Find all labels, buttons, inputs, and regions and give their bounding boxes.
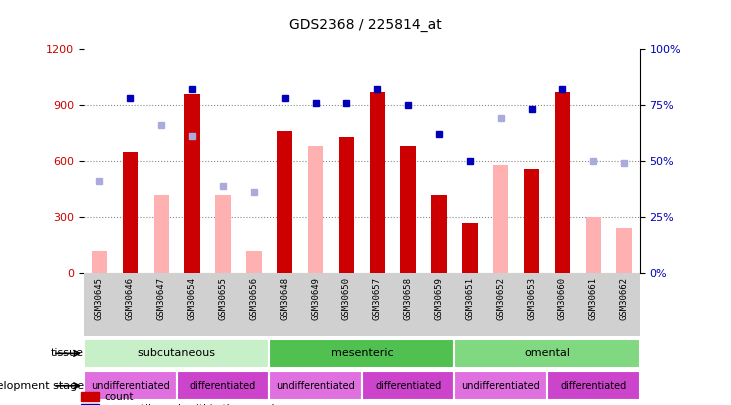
Text: GSM30646: GSM30646 (126, 277, 135, 320)
Bar (362, 371, 455, 400)
Text: GSM30649: GSM30649 (311, 277, 320, 320)
Text: GSM30657: GSM30657 (373, 277, 382, 320)
Text: development stage: development stage (0, 381, 84, 391)
Bar (431, 195, 447, 273)
Text: GSM30658: GSM30658 (404, 277, 412, 320)
Text: GSM30653: GSM30653 (527, 277, 536, 320)
Text: tissue: tissue (51, 348, 84, 358)
Bar (81, 404, 99, 405)
Bar (215, 195, 231, 273)
Bar (269, 371, 362, 400)
Bar (92, 251, 107, 273)
Bar (401, 146, 416, 273)
Bar (524, 169, 539, 273)
Text: GSM30660: GSM30660 (558, 277, 567, 320)
Text: GSM30647: GSM30647 (156, 277, 166, 320)
Bar (547, 371, 640, 400)
Bar (338, 136, 354, 273)
Text: differentiated: differentiated (190, 381, 256, 391)
Text: GSM30654: GSM30654 (188, 277, 197, 320)
Text: differentiated: differentiated (560, 381, 626, 391)
Text: differentiated: differentiated (375, 381, 442, 391)
Text: undifferentiated: undifferentiated (91, 381, 170, 391)
Text: GDS2368 / 225814_at: GDS2368 / 225814_at (289, 18, 442, 32)
Bar (462, 223, 477, 273)
Bar (555, 92, 570, 273)
Text: subcutaneous: subcutaneous (137, 348, 216, 358)
Text: GSM30656: GSM30656 (249, 277, 258, 320)
Text: GSM30645: GSM30645 (95, 277, 104, 320)
Bar (184, 94, 200, 273)
Bar (177, 371, 269, 400)
Bar (370, 92, 385, 273)
Text: GSM30652: GSM30652 (496, 277, 505, 320)
Bar (586, 217, 601, 273)
Text: GSM30661: GSM30661 (589, 277, 598, 320)
Bar (455, 339, 640, 368)
Text: GSM30662: GSM30662 (620, 277, 629, 320)
Text: percentile rank within the sample: percentile rank within the sample (105, 404, 281, 405)
Bar (455, 371, 547, 400)
Text: undifferentiated: undifferentiated (276, 381, 355, 391)
Bar (616, 228, 632, 273)
Text: count: count (105, 392, 134, 402)
Text: mesenteric: mesenteric (330, 348, 393, 358)
Text: GSM30651: GSM30651 (466, 277, 474, 320)
Bar (308, 146, 323, 273)
Bar (269, 339, 455, 368)
Bar (493, 165, 509, 273)
Bar (84, 371, 177, 400)
Bar (123, 151, 138, 273)
Bar (81, 392, 99, 401)
Text: GSM30655: GSM30655 (219, 277, 227, 320)
Bar (154, 195, 169, 273)
Bar (246, 251, 262, 273)
Text: GSM30650: GSM30650 (342, 277, 351, 320)
Text: undifferentiated: undifferentiated (461, 381, 540, 391)
Bar (277, 131, 292, 273)
Bar (84, 339, 269, 368)
Text: omental: omental (524, 348, 570, 358)
Text: GSM30648: GSM30648 (280, 277, 289, 320)
Text: GSM30659: GSM30659 (434, 277, 444, 320)
